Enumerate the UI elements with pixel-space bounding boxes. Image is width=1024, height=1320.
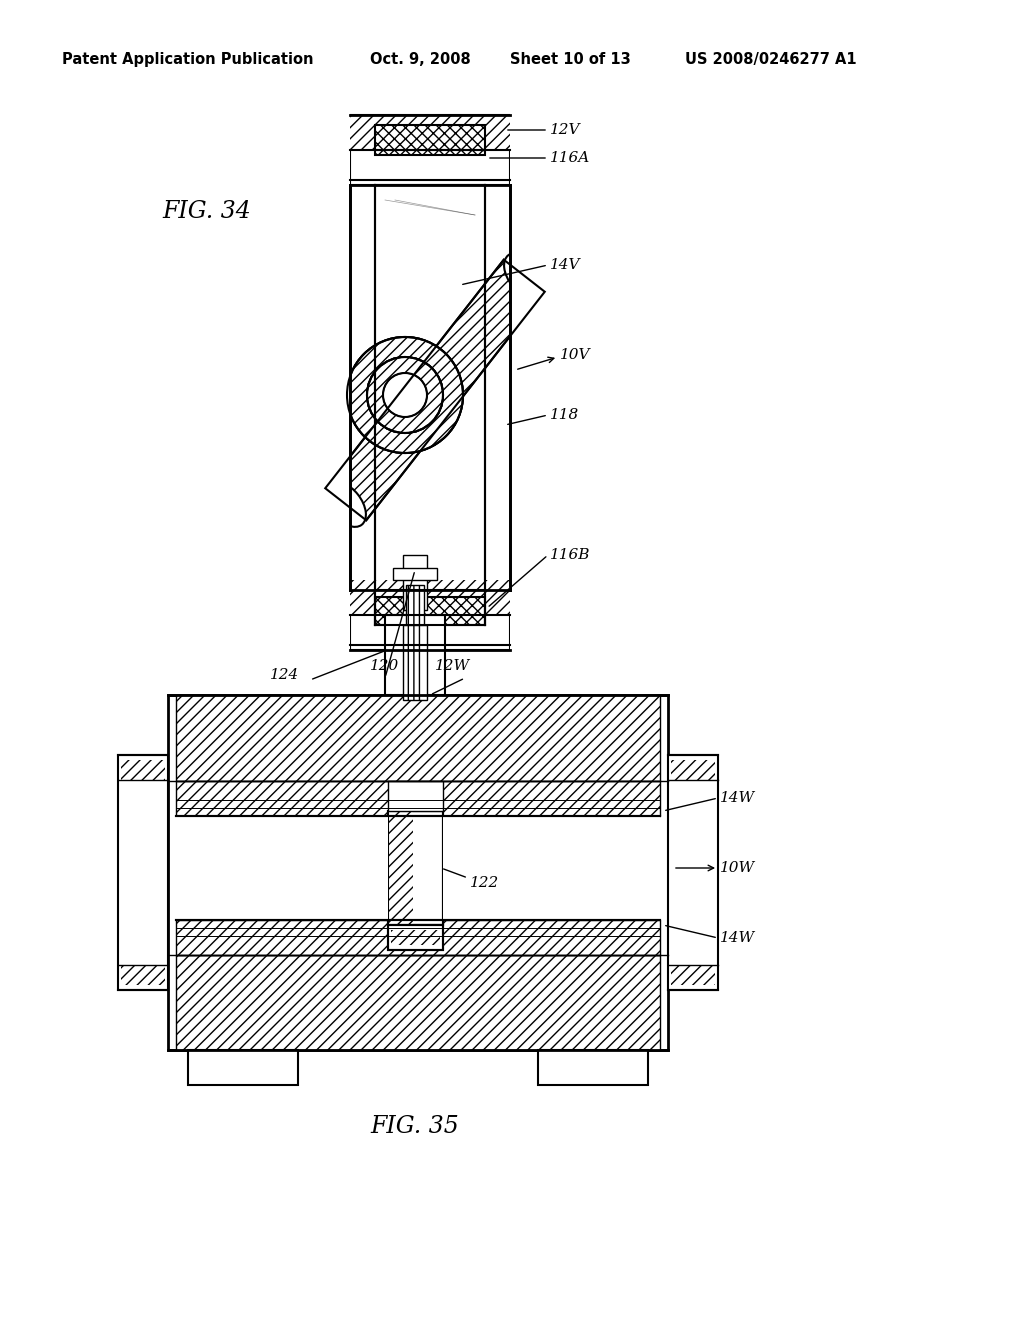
Text: 12W: 12W: [435, 659, 470, 673]
Bar: [0, 0, 350, 1320]
Text: 14W: 14W: [720, 931, 755, 945]
Bar: [350, 115, 510, 185]
Circle shape: [383, 374, 427, 417]
Bar: [393, 568, 437, 579]
Bar: [388, 810, 443, 925]
Text: US 2008/0246277 A1: US 2008/0246277 A1: [685, 51, 857, 67]
Bar: [391, 931, 440, 945]
Bar: [403, 624, 427, 700]
Text: Oct. 9, 2008: Oct. 9, 2008: [370, 51, 471, 67]
Text: FIG. 34: FIG. 34: [162, 201, 251, 223]
Bar: [350, 590, 510, 649]
Bar: [388, 810, 443, 925]
Circle shape: [347, 337, 463, 453]
Bar: [671, 760, 715, 780]
Bar: [375, 125, 485, 154]
Bar: [168, 696, 668, 1049]
Bar: [176, 816, 660, 920]
Circle shape: [367, 356, 443, 433]
Bar: [406, 585, 424, 696]
Text: 10W: 10W: [720, 861, 755, 875]
Bar: [403, 624, 427, 700]
Bar: [350, 115, 510, 150]
Bar: [388, 810, 413, 925]
Ellipse shape: [326, 482, 366, 527]
Bar: [375, 597, 485, 624]
Bar: [403, 554, 427, 610]
Bar: [671, 965, 715, 985]
Bar: [388, 781, 443, 810]
Ellipse shape: [504, 253, 545, 298]
Bar: [443, 816, 660, 920]
Text: 14V: 14V: [550, 257, 581, 272]
Bar: [385, 615, 445, 696]
Bar: [176, 816, 388, 920]
Bar: [176, 954, 660, 1049]
Text: 116A: 116A: [550, 150, 590, 165]
Polygon shape: [326, 260, 545, 520]
Bar: [388, 925, 443, 950]
Bar: [510, 0, 1024, 1320]
Bar: [388, 810, 413, 925]
Text: 12V: 12V: [550, 123, 581, 137]
Bar: [118, 755, 168, 990]
Text: 120: 120: [370, 659, 399, 673]
Bar: [176, 920, 660, 954]
Text: 118: 118: [550, 408, 580, 422]
Bar: [388, 925, 443, 950]
Bar: [668, 755, 718, 990]
Text: 10V: 10V: [560, 348, 591, 362]
Bar: [121, 760, 165, 780]
Bar: [176, 696, 660, 781]
Bar: [188, 1049, 298, 1085]
Text: 124: 124: [270, 668, 299, 682]
Text: 14W: 14W: [720, 791, 755, 805]
Bar: [406, 624, 424, 700]
Circle shape: [347, 337, 463, 453]
Bar: [350, 579, 510, 615]
Bar: [538, 1049, 648, 1085]
Text: 122: 122: [470, 876, 500, 890]
Text: Patent Application Publication: Patent Application Publication: [62, 51, 313, 67]
Text: FIG. 35: FIG. 35: [371, 1115, 460, 1138]
Bar: [176, 781, 660, 816]
Text: 116B: 116B: [550, 548, 591, 562]
Bar: [121, 965, 165, 985]
Text: Sheet 10 of 13: Sheet 10 of 13: [510, 51, 631, 67]
Circle shape: [367, 356, 443, 433]
Bar: [406, 585, 424, 696]
